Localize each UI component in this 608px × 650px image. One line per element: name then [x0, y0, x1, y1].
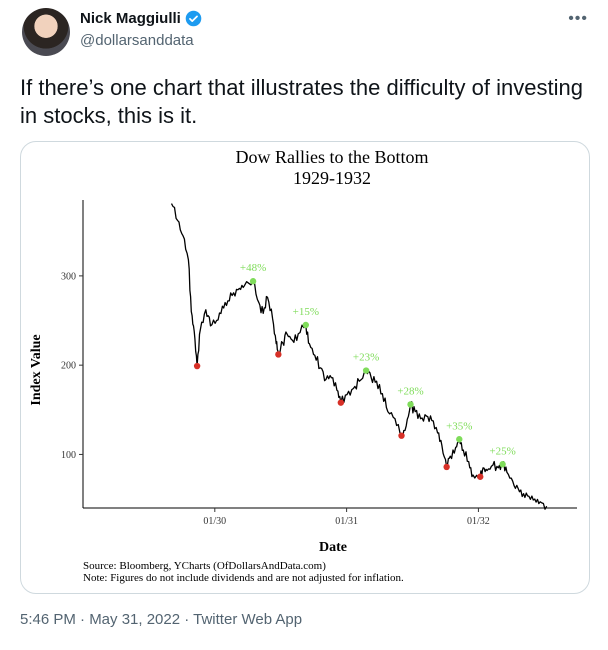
- top-marker: [456, 436, 463, 443]
- rally-gain-label: +28%: [397, 385, 423, 397]
- bottom-marker: [443, 463, 450, 471]
- top-marker: [302, 321, 310, 329]
- tweet-timestamp[interactable]: 5:46 PM · May 31, 2022 · Twitter Web App: [20, 611, 303, 628]
- line-chart: Dow Rallies to the Bottom 1929-1932 Inde…: [29, 147, 577, 584]
- rally-gain-label: +25%: [489, 445, 515, 457]
- x-tick-label: 01/32: [467, 516, 490, 527]
- avatar[interactable]: [22, 8, 70, 56]
- top-marker: [249, 278, 257, 285]
- x-axis-label: Date: [319, 540, 347, 555]
- chart-subtitle: 1929-1932: [293, 168, 371, 188]
- verified-badge-icon: [185, 10, 202, 27]
- top-marker: [499, 461, 506, 468]
- y-tick-label: 300: [61, 271, 76, 282]
- top-marker: [362, 367, 370, 374]
- x-tick-label: 01/31: [335, 516, 358, 527]
- x-tick-label: 01/30: [203, 516, 226, 527]
- chart-title: Dow Rallies to the Bottom: [236, 147, 429, 167]
- rally-gain-label: +15%: [293, 306, 319, 318]
- y-tick-label: 200: [61, 361, 76, 372]
- rally-gain-label: +35%: [446, 420, 472, 432]
- bottom-marker: [337, 399, 345, 406]
- author-handle[interactable]: @dollarsanddata: [80, 32, 194, 49]
- rally-gain-label: +23%: [353, 352, 379, 364]
- y-axis-label: Index Value: [29, 334, 44, 405]
- source-note: Source: Bloomberg, YCharts (OfDollarsAnd…: [83, 560, 326, 572]
- dow-index-line: [170, 203, 548, 510]
- dividends-note: Note: Figures do not include dividends a…: [83, 572, 404, 584]
- top-marker: [407, 401, 414, 408]
- bottom-marker: [477, 473, 484, 480]
- more-options-icon[interactable]: •••: [568, 10, 588, 27]
- rally-gain-label: +48%: [240, 262, 266, 274]
- bottom-marker: [398, 432, 405, 439]
- bottom-marker: [193, 362, 201, 370]
- tweet-text: If there’s one chart that illustrates th…: [20, 75, 583, 128]
- y-tick-label: 100: [61, 450, 76, 461]
- chart-image[interactable]: Dow Rallies to the Bottom 1929-1932 Inde…: [20, 141, 590, 594]
- bottom-marker: [275, 351, 282, 358]
- author-name[interactable]: Nick Maggiulli: [80, 10, 181, 27]
